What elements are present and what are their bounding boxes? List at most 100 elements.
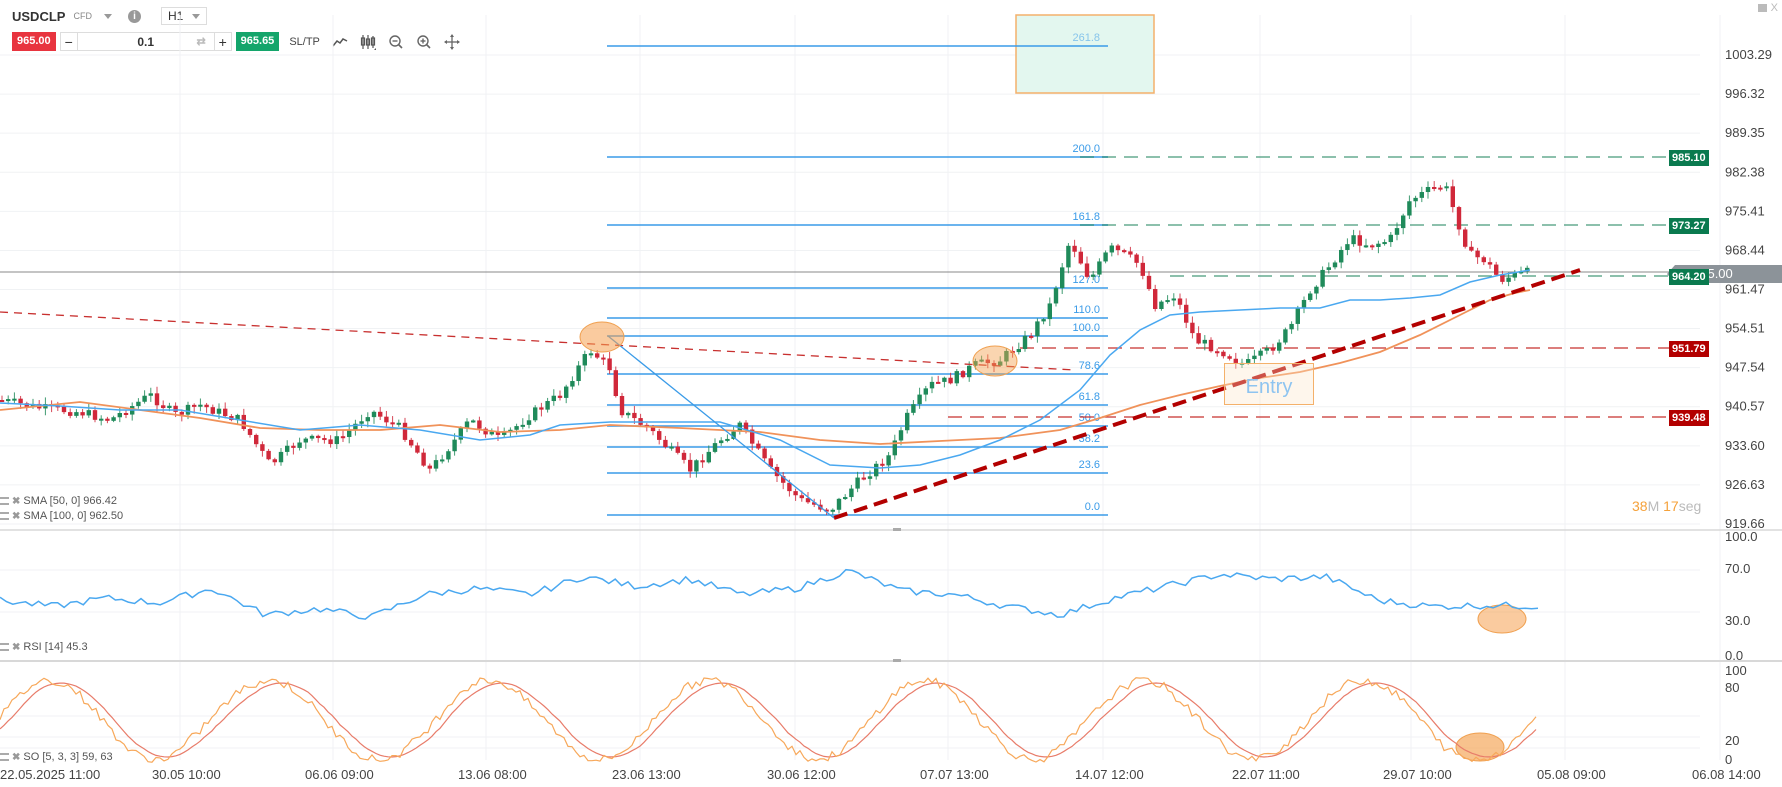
- symbol-dropdown-icon[interactable]: [103, 13, 112, 19]
- chevron-down-icon: [191, 13, 200, 19]
- svg-text:982.38: 982.38: [1725, 164, 1765, 179]
- svg-text:20: 20: [1725, 733, 1739, 748]
- svg-text:989.35: 989.35: [1725, 125, 1765, 140]
- info-icon[interactable]: i: [127, 9, 141, 23]
- candlestick-icon[interactable]: [360, 34, 376, 50]
- svg-text:100.0: 100.0: [1725, 529, 1758, 544]
- candlesticks: [0, 179, 1530, 515]
- timeframe-select[interactable]: H1: [160, 7, 207, 25]
- legend-sma50-label: SMA [50, 0] 966.42: [23, 495, 117, 507]
- increase-button[interactable]: +: [218, 33, 227, 50]
- svg-text:1003.29: 1003.29: [1725, 47, 1772, 62]
- svg-text:261.8: 261.8: [1072, 32, 1100, 44]
- buy-button[interactable]: 965.65: [235, 32, 280, 51]
- legend-rsi-label: RSI [14] 45.3: [23, 641, 88, 653]
- time-label: 06.06 09:00: [305, 767, 374, 782]
- fibonacci-retracement[interactable]: 261.8200.0161.8127.0110.0100.078.661.850…: [607, 32, 1108, 516]
- time-label: 07.07 13:00: [920, 767, 989, 782]
- level-tag-964[interactable]: 964.20: [1669, 269, 1709, 285]
- timeframe-value: H1: [167, 9, 184, 23]
- svg-text:50.0: 50.0: [1079, 412, 1100, 424]
- svg-text:61.8: 61.8: [1079, 391, 1100, 403]
- level-tag-973[interactable]: 973.27: [1669, 218, 1709, 234]
- so-d-line[interactable]: [0, 682, 1537, 758]
- decrease-button[interactable]: −: [64, 33, 73, 50]
- svg-text:70.0: 70.0: [1725, 561, 1750, 576]
- target-box[interactable]: [1015, 14, 1155, 94]
- entry-label: Entry: [1245, 375, 1293, 398]
- minimize-icon[interactable]: [1757, 4, 1767, 12]
- quantity-value: 0.1: [137, 34, 154, 49]
- level-tag-951[interactable]: 951.79: [1669, 341, 1709, 357]
- sma100-line[interactable]: [0, 289, 1531, 445]
- settings-icon[interactable]: [0, 497, 9, 505]
- legend-so-label: SO [5, 3, 3] 59, 63: [23, 751, 113, 763]
- legend-sma100: ✖ SMA [100, 0] 962.50: [0, 510, 123, 522]
- highlight-ellipse[interactable]: [579, 321, 625, 353]
- quantity-stepper[interactable]: − 0.1 ⇄ +: [59, 32, 232, 51]
- fib-anchor-line[interactable]: [607, 335, 835, 519]
- svg-text:933.60: 933.60: [1725, 438, 1765, 453]
- highlight-ellipse[interactable]: [972, 345, 1018, 377]
- svg-text:919.66: 919.66: [1725, 516, 1765, 531]
- time-label: 23.06 13:00: [612, 767, 681, 782]
- time-label: 30.05 10:00: [152, 767, 221, 782]
- trade-bar: 965.00 − 0.1 ⇄ + 965.65 SL/TP: [12, 32, 460, 51]
- instrument-type: CFD: [73, 11, 92, 21]
- time-label: 05.08 09:00: [1537, 767, 1606, 782]
- crosshair-move-icon[interactable]: [443, 33, 460, 50]
- so-k-line[interactable]: [0, 677, 1537, 763]
- svg-text:100: 100: [1725, 663, 1747, 678]
- zoom-out-icon[interactable]: [388, 34, 404, 50]
- svg-text:200.0: 200.0: [1072, 143, 1100, 155]
- entry-box[interactable]: Entry: [1224, 363, 1314, 405]
- legend-sma100-label: SMA [100, 0] 962.50: [23, 510, 124, 522]
- svg-text:78.6: 78.6: [1079, 360, 1100, 372]
- level-tag-939[interactable]: 939.48: [1669, 410, 1709, 426]
- level-tag-985[interactable]: 985.10: [1669, 150, 1709, 166]
- timer-m-unit: M: [1647, 498, 1660, 514]
- symbol-name[interactable]: USDCLP: [12, 8, 66, 24]
- horizontal-levels[interactable]: [948, 156, 1670, 418]
- svg-text:926.63: 926.63: [1725, 477, 1765, 492]
- legend-sma50: ✖ SMA [50, 0] 966.42: [0, 495, 117, 507]
- close-button[interactable]: X: [1770, 2, 1778, 14]
- svg-text:996.32: 996.32: [1725, 86, 1765, 101]
- pane-resize-handle[interactable]: [893, 659, 901, 662]
- time-label: 13.06 08:00: [458, 767, 527, 782]
- remove-icon[interactable]: ✖: [12, 495, 21, 507]
- time-label: 29.07 10:00: [1383, 767, 1452, 782]
- remove-icon[interactable]: ✖: [12, 510, 21, 522]
- ascending-trendline[interactable]: [833, 268, 1581, 520]
- price-axis[interactable]: 1003.29 996.32 989.35 982.38 975.41 968.44 961…: [1725, 47, 1772, 531]
- descending-trendline[interactable]: [0, 311, 1076, 371]
- settings-icon[interactable]: [0, 753, 9, 761]
- pane-resize-handle[interactable]: [893, 528, 901, 531]
- rsi-line[interactable]: [0, 568, 1539, 620]
- swap-icon[interactable]: ⇄: [196, 36, 206, 48]
- svg-text:161.8: 161.8: [1072, 211, 1100, 223]
- svg-text:954.51: 954.51: [1725, 321, 1765, 336]
- legend-so: ✖ SO [5, 3, 3] 59, 63: [0, 751, 113, 763]
- svg-text:947.54: 947.54: [1725, 360, 1765, 375]
- remove-icon[interactable]: ✖: [12, 751, 21, 763]
- so-axis: 100 80 20 0: [1725, 663, 1747, 767]
- timer-minutes: 38: [1632, 498, 1648, 514]
- svg-text:0.0: 0.0: [1725, 648, 1743, 663]
- sell-button[interactable]: 965.00: [12, 32, 56, 51]
- grid-lines: [0, 15, 1721, 760]
- svg-text:961.47: 961.47: [1725, 282, 1765, 297]
- line-chart-icon[interactable]: [332, 34, 348, 50]
- sltp-button[interactable]: SL/TP: [289, 35, 320, 48]
- quantity-input[interactable]: 0.1 ⇄: [76, 33, 215, 50]
- settings-icon[interactable]: [0, 643, 9, 651]
- zoom-in-icon[interactable]: [416, 34, 432, 50]
- svg-text:100.0: 100.0: [1072, 322, 1100, 334]
- rsi-highlight-ellipse[interactable]: [1477, 604, 1527, 634]
- remove-icon[interactable]: ✖: [12, 641, 21, 653]
- svg-text:0: 0: [1725, 752, 1732, 767]
- so-highlight-ellipse[interactable]: [1455, 732, 1505, 762]
- sma50-line[interactable]: [0, 269, 1531, 469]
- settings-icon[interactable]: [0, 512, 9, 520]
